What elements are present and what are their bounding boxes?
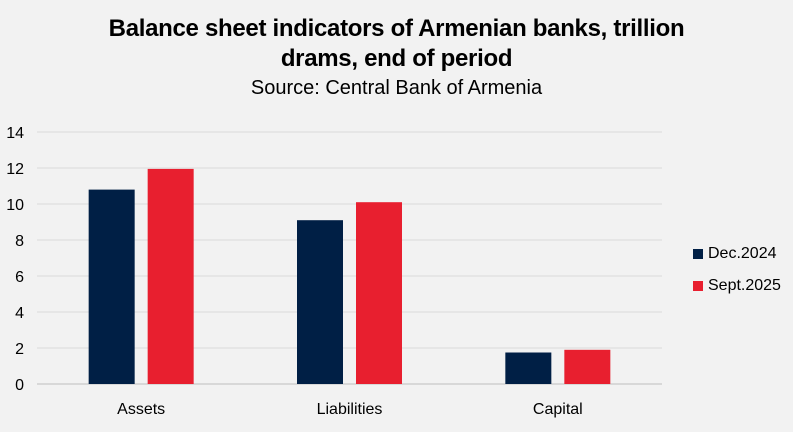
y-tick-label: 14 (6, 125, 24, 142)
y-tick-label: 10 (6, 197, 24, 214)
legend-label-series-1: Dec.2024 (708, 245, 777, 262)
y-tick-label: 8 (15, 233, 24, 250)
bar-1-assets (88, 189, 135, 384)
x-tick-label: Liabilities (317, 401, 383, 418)
y-tick-label: 0 (15, 377, 24, 394)
bar-2-liabilities (356, 202, 402, 384)
chart-subtitle: Source: Central Bank of Armenia (250, 77, 543, 99)
y-tick-label: 2 (15, 341, 24, 358)
y-tick-label: 6 (15, 269, 24, 286)
bar-1-capital (505, 352, 552, 384)
legend-swatch-series-1 (693, 249, 703, 259)
legend-item-series-2: Sept.2025 (693, 276, 781, 296)
legend-item-series-1: Dec.2024 (693, 244, 781, 264)
bar-1-liabilities (297, 220, 343, 384)
legend-label-series-2: Sept.2025 (708, 277, 781, 294)
bar-2-capital (564, 349, 611, 384)
x-tick-label: Capital (533, 401, 583, 418)
title-block: Balance sheet indicators of Armenian ban… (0, 14, 793, 100)
legend-swatch-series-2 (693, 281, 703, 291)
legend: Dec.2024 Sept.2025 (693, 244, 781, 308)
x-tick-label: Assets (117, 401, 165, 418)
y-tick-label: 12 (6, 161, 24, 178)
y-tick-label: 4 (15, 305, 24, 322)
bar-2-assets (147, 168, 194, 384)
chart-title: Balance sheet indicators of Armenian ban… (108, 15, 685, 72)
